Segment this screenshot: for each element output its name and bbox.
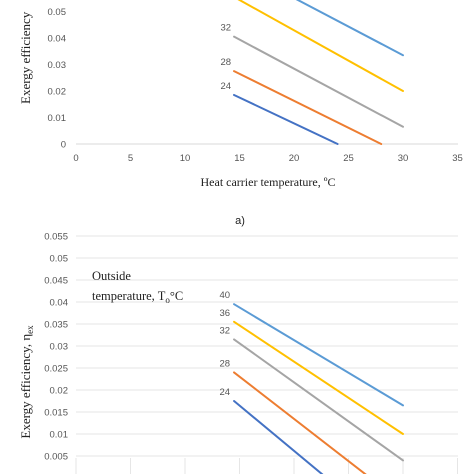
chart-a-series — [233, 0, 404, 145]
chart-a-x-tick-label: 10 — [180, 153, 191, 164]
chart-a-series-label: 24 — [220, 81, 231, 92]
chart-a-series-label: 32 — [220, 23, 231, 34]
chart-a-y-tick-label: 0.05 — [48, 7, 67, 18]
chart-a-y-tick-label: 0.03 — [48, 60, 67, 71]
chart-b-series-line — [233, 371, 367, 474]
chart-b-y-ticks: 0.005 0.01 0.015 0.02 0.025 0.03 0.035 0.04 0.04… — [44, 232, 68, 463]
chart-a-x-tick-label: 35 — [452, 153, 463, 164]
chart-b-y-tick-label: 0.005 — [44, 452, 68, 463]
chart-a-y-axis-label: Exergy efficiency — [18, 11, 33, 104]
chart-a-series-line — [233, 70, 383, 145]
chart-b-gridlines — [76, 235, 458, 457]
chart-a-x-tick-label: 5 — [128, 153, 133, 164]
chart-a-series-labels: 24 28 32 — [220, 23, 231, 92]
chart-b-series-label: 40 — [219, 290, 230, 301]
chart-b-y-tick-label: 0.025 — [44, 364, 68, 375]
chart-b-y-tick-label: 0.04 — [50, 298, 69, 309]
chart-a-x-tick-label: 0 — [73, 153, 78, 164]
chart-b-series-line — [233, 338, 404, 462]
chart-a-x-axis-label: Heat carrier temperature, ºC — [201, 175, 336, 189]
chart-a-y-ticks: 00.010.020.030.040.050.06 — [48, 7, 67, 151]
chart-b-y-tick-label: 0.05 — [50, 254, 69, 265]
chart-b-annotation-line2: temperature, To°C — [92, 289, 183, 305]
chart-b-series-label: 32 — [219, 325, 230, 336]
chart-a-series-line — [237, 0, 404, 92]
chart-a-y-tick-label: 0.01 — [48, 113, 67, 124]
chart-a-x-tick-label: 25 — [343, 153, 354, 164]
chart-b-series-line — [233, 400, 324, 474]
chart-b-series-line — [233, 303, 404, 407]
chart-b-series-label: 36 — [219, 308, 230, 319]
chart-a: 00.010.020.030.040.050.06 05101520253035… — [18, 0, 463, 227]
chart-a-x-ticks: 0 5 10 15 20 25 30 35 — [73, 153, 462, 164]
chart-a-x-tick-label: 30 — [398, 153, 409, 164]
chart-b-y-tick-label: 0.01 — [50, 430, 69, 441]
chart-b-series-label: 24 — [219, 387, 230, 398]
chart-a-y-tick-label: 0.04 — [48, 34, 67, 45]
chart-b-series-label: 28 — [219, 358, 230, 369]
chart-b-y-tick-label: 0.03 — [50, 342, 69, 353]
chart-a-x-tick-label: 15 — [234, 153, 245, 164]
chart-b-y-tick-label: 0.055 — [44, 232, 68, 243]
chart-a-x-tick-label: 20 — [289, 153, 300, 164]
chart-a-series-line — [233, 93, 339, 145]
chart-b-series-labels: 24 28 32 36 40 — [219, 290, 230, 398]
chart-b-series — [233, 303, 404, 474]
chart-a-series-label: 28 — [220, 57, 231, 68]
chart-b-y-tick-label: 0.015 — [44, 408, 68, 419]
chart-a-series-line — [233, 35, 404, 128]
chart-b-y-tick-label: 0.035 — [44, 320, 68, 331]
chart-b-annotation-line1: Outside — [92, 269, 131, 283]
panel-label-a: a) — [235, 215, 245, 227]
chart-a-y-tick-label: 0 — [61, 140, 66, 151]
chart-b-y-tick-label: 0.02 — [50, 386, 69, 397]
chart-b-y-tick-label: 0.045 — [44, 276, 68, 287]
chart-b: 0.005 0.01 0.015 0.02 0.025 0.03 0.035 0.04 0.04… — [18, 232, 458, 474]
chart-a-y-tick-label: 0.02 — [48, 87, 67, 98]
chart-b-vertical-gridlines — [75, 458, 458, 474]
chart-b-series-line — [233, 320, 404, 435]
chart-a-series-line — [295, 0, 404, 57]
chart-b-y-axis-label: Exergy efficiency, ηex — [18, 325, 35, 439]
